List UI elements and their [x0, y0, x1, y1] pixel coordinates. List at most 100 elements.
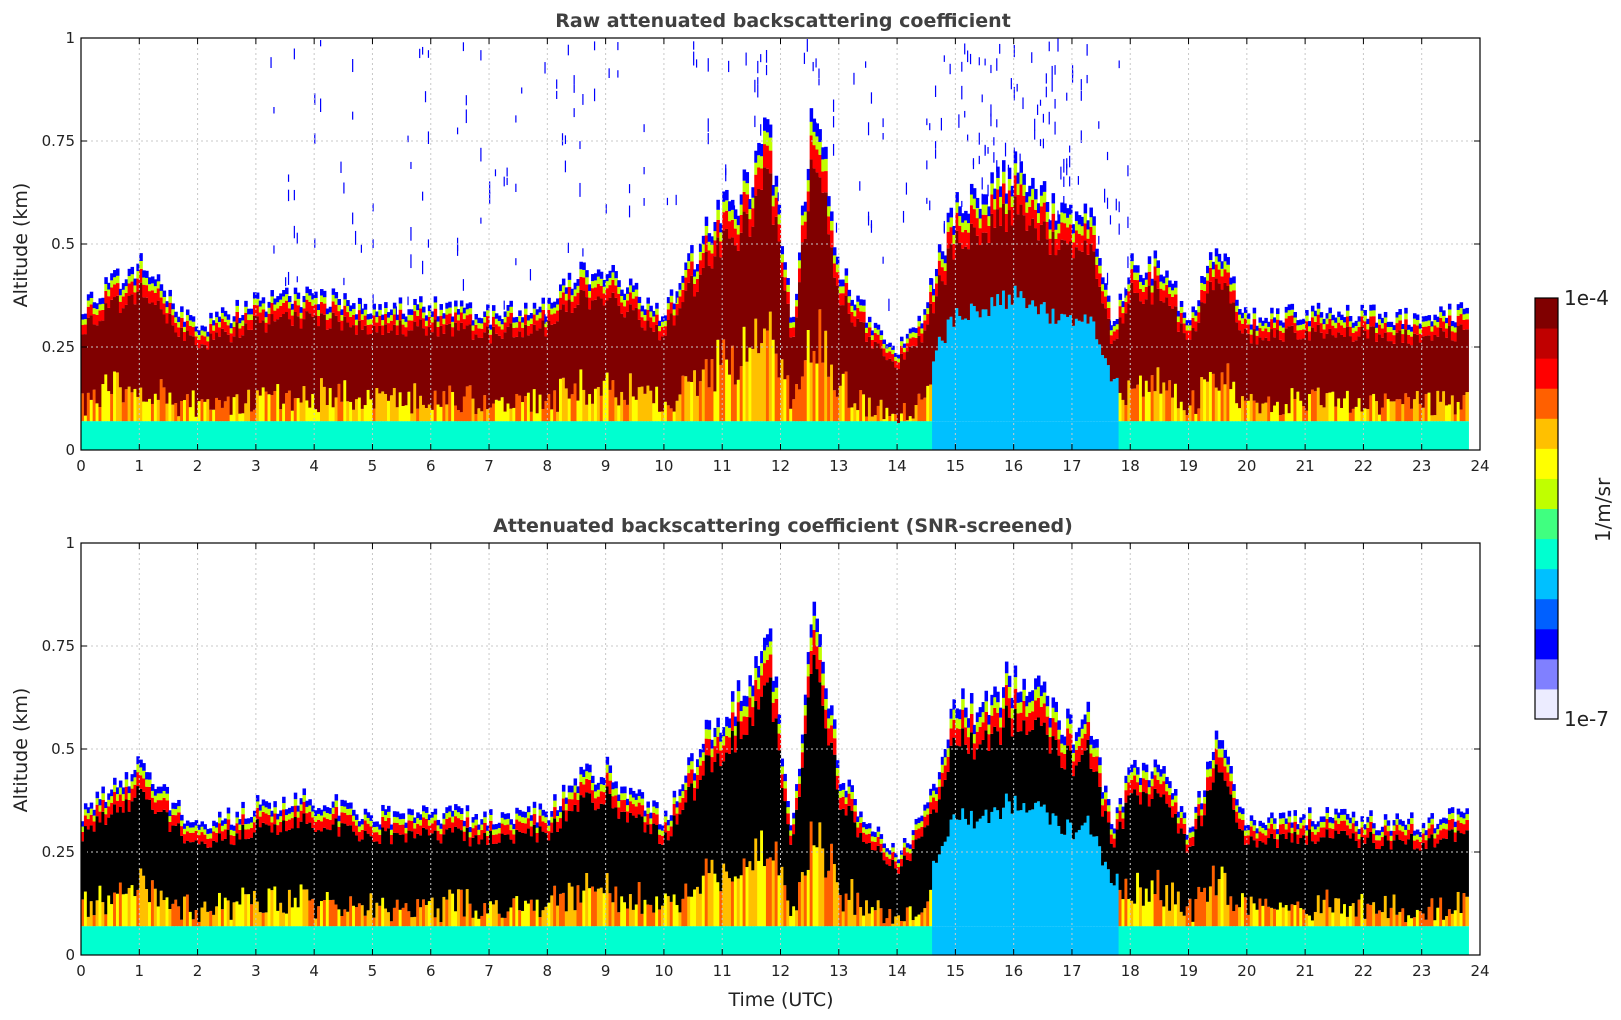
- heatmap-cell: [687, 757, 691, 766]
- heatmap-cell: [115, 794, 120, 801]
- heatmap-cell: [325, 308, 330, 315]
- heatmap-cell: [684, 262, 688, 270]
- heatmap-cell: [1022, 215, 1026, 299]
- heatmap-cell: [698, 926, 703, 955]
- heatmap-cell: [285, 820, 289, 832]
- heatmap-cell: [290, 828, 295, 908]
- heatmap-cell: [203, 326, 207, 332]
- heatmap-cell: [264, 311, 269, 318]
- heatmap-cell: [661, 825, 665, 831]
- heatmap-cell: [800, 205, 805, 216]
- heatmap-cell: [401, 834, 406, 908]
- heatmap-cell: [637, 309, 642, 320]
- heatmap-cell: [844, 893, 849, 927]
- heatmap-cell: [867, 913, 872, 927]
- heatmap-cell: [436, 819, 441, 826]
- heatmap-cell: [911, 418, 916, 422]
- heatmap-cell: [1453, 421, 1458, 450]
- heatmap-cell: [232, 835, 237, 846]
- heatmap-cell: [541, 297, 546, 304]
- heatmap-cell: [1427, 325, 1432, 336]
- heatmap-cell: [1337, 322, 1341, 333]
- noise-cell: [410, 254, 412, 269]
- heatmap-cell: [107, 282, 111, 290]
- heatmap-cell: [786, 900, 790, 927]
- heatmap-cell: [104, 926, 108, 955]
- heatmap-cell: [235, 311, 239, 323]
- heatmap-cell: [558, 421, 563, 450]
- heatmap-cell: [567, 272, 572, 280]
- heatmap-cell: [535, 320, 540, 331]
- heatmap-cell: [340, 320, 344, 331]
- heatmap-cell: [1226, 363, 1230, 422]
- heatmap-cell: [786, 303, 790, 376]
- heatmap-cell: [687, 268, 691, 283]
- heatmap-cell: [926, 385, 930, 422]
- heatmap-cell: [981, 194, 986, 205]
- heatmap-cell: [1124, 301, 1128, 314]
- heatmap-cell: [1267, 321, 1271, 327]
- heatmap-cell: [1267, 332, 1271, 342]
- heatmap-cell: [978, 421, 983, 450]
- heatmap-cell: [827, 206, 831, 217]
- heatmap-cell: [422, 805, 426, 812]
- heatmap-cell: [282, 820, 286, 913]
- heatmap-cell: [220, 421, 225, 450]
- heatmap-cell: [115, 787, 120, 795]
- heatmap-cell: [483, 817, 487, 823]
- heatmap-cell: [378, 824, 382, 830]
- heatmap-cell: [81, 421, 85, 450]
- heatmap-cell: [850, 785, 854, 792]
- heatmap-cell: [261, 805, 266, 812]
- heatmap-cell: [235, 901, 239, 927]
- heatmap-cell: [914, 839, 919, 917]
- heatmap-cell: [252, 822, 257, 833]
- heatmap-cell: [308, 295, 312, 302]
- heatmap-cell: [1430, 326, 1434, 332]
- heatmap-cell: [763, 650, 767, 664]
- heatmap-cell: [489, 421, 493, 450]
- heatmap-cell: [856, 822, 860, 828]
- heatmap-cell: [541, 821, 546, 832]
- heatmap-cell: [1270, 421, 1274, 450]
- heatmap-cell: [241, 320, 245, 326]
- heatmap-cell: [929, 421, 933, 450]
- heatmap-cell: [972, 227, 977, 306]
- heatmap-cell: [832, 719, 837, 729]
- heatmap-cell: [573, 383, 578, 422]
- heatmap-cell: [1258, 322, 1262, 329]
- heatmap-cell: [984, 194, 989, 205]
- heatmap-cell: [459, 421, 464, 450]
- heatmap-cell: [876, 421, 881, 450]
- heatmap-cell: [92, 308, 97, 315]
- heatmap-cell: [1447, 309, 1452, 316]
- heatmap-cell: [897, 859, 901, 864]
- noise-cell: [515, 258, 517, 266]
- heatmap-cell: [1074, 220, 1079, 231]
- heatmap-cell: [891, 349, 895, 355]
- heatmap-cell: [1238, 309, 1242, 315]
- heatmap-cell: [637, 319, 642, 388]
- heatmap-cell: [1057, 223, 1061, 234]
- heatmap-cell: [701, 760, 706, 776]
- heatmap-cell: [346, 401, 350, 422]
- heatmap-cell: [929, 802, 933, 814]
- heatmap-cell: [110, 421, 114, 450]
- heatmap-cell: [229, 342, 234, 415]
- heatmap-cell: [614, 886, 618, 927]
- heatmap-cell: [489, 343, 493, 408]
- heatmap-cell: [363, 814, 368, 821]
- heatmap-cell: [1433, 325, 1437, 335]
- heatmap-cell: [305, 926, 309, 955]
- heatmap-cell: [573, 804, 578, 911]
- noise-cell: [287, 189, 290, 202]
- heatmap-cell: [1150, 421, 1155, 450]
- heatmap-cell: [512, 898, 516, 927]
- heatmap-cell: [713, 737, 717, 747]
- heatmap-cell: [1439, 421, 1443, 450]
- heatmap-cell: [792, 421, 796, 450]
- heatmap-cell: [413, 421, 417, 450]
- heatmap-cell: [969, 183, 974, 195]
- heatmap-cell: [255, 801, 260, 808]
- heatmap-cell: [197, 844, 202, 922]
